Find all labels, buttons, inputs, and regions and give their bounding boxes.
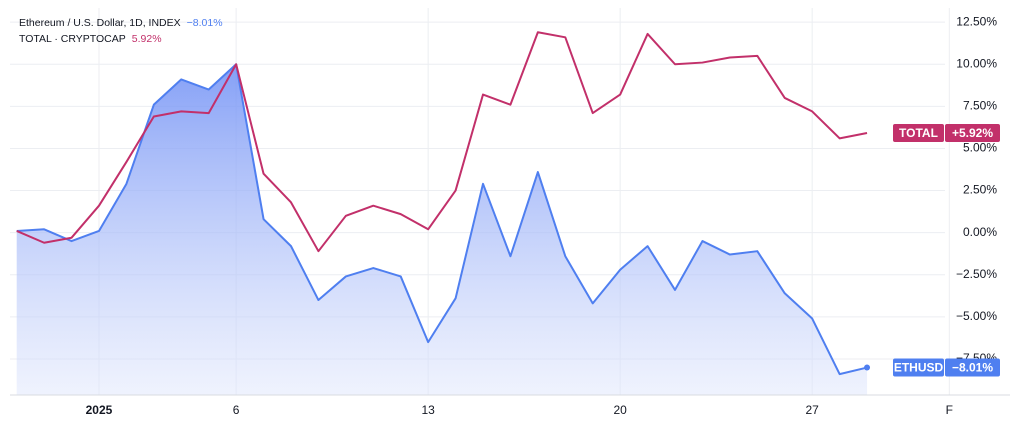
value-tag-text: −8.01%: [952, 361, 993, 375]
value-tag: [945, 358, 1000, 377]
y-tick-label: 7.50%: [963, 99, 997, 113]
x-tick-label: 6: [233, 403, 240, 417]
y-tick-label: 10.00%: [956, 56, 997, 70]
y-tick-label: 12.50%: [956, 14, 997, 28]
y-tick-label: −2.50%: [956, 267, 997, 281]
x-tick-label: 27: [805, 403, 819, 417]
legend-name: TOTAL · CRYPTOCAP: [19, 33, 126, 45]
x-tick-label: 20: [613, 403, 627, 417]
symbol-tag-text: TOTAL: [899, 126, 938, 140]
series-line: [16, 63, 868, 376]
last-point: [864, 364, 871, 371]
symbol-tag: [893, 358, 944, 377]
x-tick-label: 2025: [86, 403, 113, 417]
y-tick-label: 2.50%: [963, 183, 997, 197]
y-tick-label: 5.00%: [963, 141, 997, 155]
symbol-tag-text: ETHUSD: [894, 361, 944, 375]
legend-value: 5.92%: [132, 33, 162, 45]
value-tag-text: +5.92%: [952, 126, 993, 140]
x-tick-label: F: [946, 403, 953, 417]
area-fill: [16, 64, 868, 395]
legend-value: −8.01%: [187, 17, 223, 29]
legend-name: Ethereum / U.S. Dollar, 1D, INDEX: [19, 17, 181, 29]
y-tick-label: 0.00%: [963, 225, 997, 239]
x-tick-label: 13: [421, 403, 435, 417]
series-line: [16, 31, 868, 253]
symbol-tag: [893, 123, 944, 142]
y-tick-label: −5.00%: [956, 309, 997, 323]
value-tag: [945, 123, 1000, 142]
